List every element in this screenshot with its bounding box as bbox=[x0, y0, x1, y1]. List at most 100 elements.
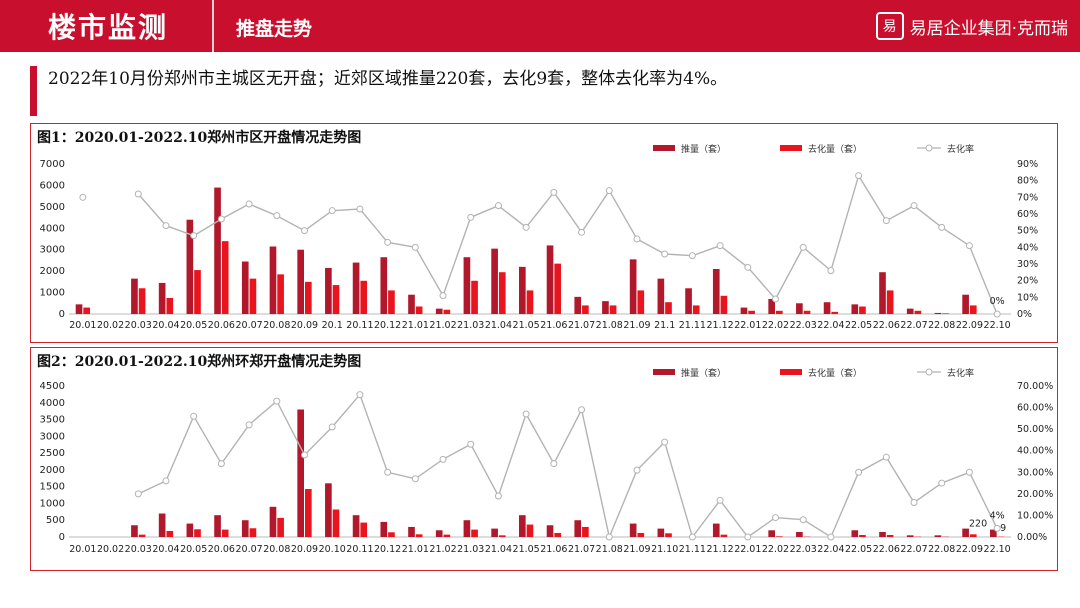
y-tick-label: 0 bbox=[59, 532, 65, 543]
x-tick-label: 20.04 bbox=[152, 544, 179, 555]
rate-point bbox=[301, 451, 308, 459]
chart-title: 图2：2020.01-2022.10郑州环郑开盘情况走势图 bbox=[37, 353, 361, 370]
rate-point bbox=[79, 193, 87, 201]
y2-tick-label: 30% bbox=[1017, 259, 1038, 270]
bar-sold bbox=[748, 310, 755, 314]
x-tick-label: 20.06 bbox=[208, 320, 235, 331]
x-tick-label: 22.08 bbox=[928, 544, 955, 555]
rate-point bbox=[411, 475, 419, 483]
bar-sold bbox=[471, 529, 478, 537]
bar-supply bbox=[879, 531, 886, 537]
bar-supply bbox=[380, 257, 388, 314]
y-tick-label: 3000 bbox=[40, 245, 65, 256]
bar-supply bbox=[657, 278, 665, 314]
legend-swatch bbox=[780, 145, 802, 151]
bar-sold bbox=[942, 313, 949, 314]
rate-point bbox=[661, 438, 669, 446]
bar-supply bbox=[851, 304, 859, 314]
x-tick-label: 20.07 bbox=[235, 320, 262, 331]
x-tick-label: 21.01 bbox=[402, 544, 429, 555]
bar-sold bbox=[637, 532, 645, 537]
bar-sold bbox=[249, 278, 257, 314]
x-tick-label: 22.03 bbox=[790, 320, 817, 331]
x-tick-label: 21.07 bbox=[568, 320, 595, 331]
rate-point bbox=[467, 440, 475, 448]
x-tick-label: 20.03 bbox=[125, 320, 152, 331]
rate-point bbox=[688, 252, 696, 260]
bar-supply bbox=[408, 294, 415, 314]
x-tick-label: 20.02 bbox=[97, 544, 124, 555]
x-tick-label: 21.11 bbox=[679, 544, 706, 555]
rate-point bbox=[744, 263, 752, 271]
legend-swatch bbox=[780, 369, 802, 375]
bar-sold bbox=[471, 280, 478, 314]
bar-sold bbox=[637, 290, 645, 314]
bar-sold bbox=[138, 534, 146, 537]
y2-tick-label: 10.00% bbox=[1017, 510, 1053, 521]
x-tick-label: 21.04 bbox=[485, 544, 512, 555]
bar-supply bbox=[657, 528, 665, 537]
bar-supply bbox=[297, 249, 304, 314]
rate-point bbox=[716, 242, 724, 250]
bar-supply bbox=[906, 308, 914, 314]
bar-supply bbox=[796, 303, 803, 314]
x-tick-label: 20.04 bbox=[152, 320, 179, 331]
rate-line bbox=[138, 393, 998, 540]
rate-point bbox=[494, 492, 502, 500]
x-tick-label: 21.08 bbox=[596, 320, 623, 331]
bar-sold bbox=[859, 306, 866, 314]
rate-point bbox=[384, 238, 392, 246]
section-title: 楼市监测 bbox=[48, 11, 169, 44]
rate-point bbox=[744, 533, 752, 541]
rate-point bbox=[855, 468, 863, 476]
bar-supply bbox=[269, 506, 277, 537]
bar-supply bbox=[435, 308, 443, 314]
rate-point bbox=[688, 533, 696, 541]
header-divider bbox=[212, 0, 214, 52]
data-label: 0% bbox=[990, 296, 1005, 307]
bar-supply bbox=[408, 526, 415, 537]
rate-point bbox=[217, 460, 225, 468]
bar-sold bbox=[969, 305, 977, 314]
bar-sold bbox=[194, 270, 201, 314]
bar-supply bbox=[186, 219, 194, 314]
rate-point bbox=[190, 412, 198, 420]
y-tick-label: 7000 bbox=[40, 159, 65, 170]
bar-supply bbox=[934, 535, 942, 537]
rate-point bbox=[827, 533, 835, 541]
y2-tick-label: 50.00% bbox=[1017, 424, 1053, 435]
x-tick-label: 22.02 bbox=[762, 320, 789, 331]
x-tick-label: 21.06 bbox=[540, 320, 567, 331]
x-tick-label: 21.09 bbox=[623, 544, 650, 555]
x-tick-label: 21.1 bbox=[654, 320, 675, 331]
x-tick-label: 20.07 bbox=[235, 544, 262, 555]
rate-point bbox=[661, 250, 669, 258]
bar-sold bbox=[277, 517, 284, 537]
rate-point bbox=[356, 205, 364, 213]
bar-supply bbox=[186, 523, 194, 537]
legend-swatch bbox=[653, 145, 675, 151]
x-tick-label: 21.10 bbox=[651, 544, 678, 555]
x-tick-label: 22.02 bbox=[762, 544, 789, 555]
x-tick-label: 22.09 bbox=[956, 544, 983, 555]
bar-supply bbox=[518, 515, 526, 537]
y2-tick-label: 50% bbox=[1017, 226, 1038, 237]
rate-point bbox=[134, 190, 142, 198]
bar-supply bbox=[629, 259, 637, 314]
rate-point bbox=[328, 207, 336, 215]
header-banner: 楼市监测 推盘走势 易 易居企业集团·克而瑞 bbox=[0, 0, 1080, 52]
y2-tick-label: 30.00% bbox=[1017, 467, 1053, 478]
bar-supply bbox=[823, 302, 831, 314]
bar-sold bbox=[831, 311, 839, 314]
rate-point bbox=[245, 421, 253, 429]
x-tick-label: 22.06 bbox=[873, 544, 900, 555]
bar-supply bbox=[989, 529, 997, 537]
rate-point bbox=[217, 215, 225, 223]
bar-supply bbox=[740, 307, 748, 314]
bar-sold bbox=[360, 280, 368, 314]
legend-swatch bbox=[653, 369, 675, 375]
bar-sold bbox=[803, 310, 811, 314]
bar-sold bbox=[221, 529, 229, 537]
bar-supply bbox=[325, 483, 332, 537]
x-tick-label: 21.11 bbox=[679, 320, 706, 331]
